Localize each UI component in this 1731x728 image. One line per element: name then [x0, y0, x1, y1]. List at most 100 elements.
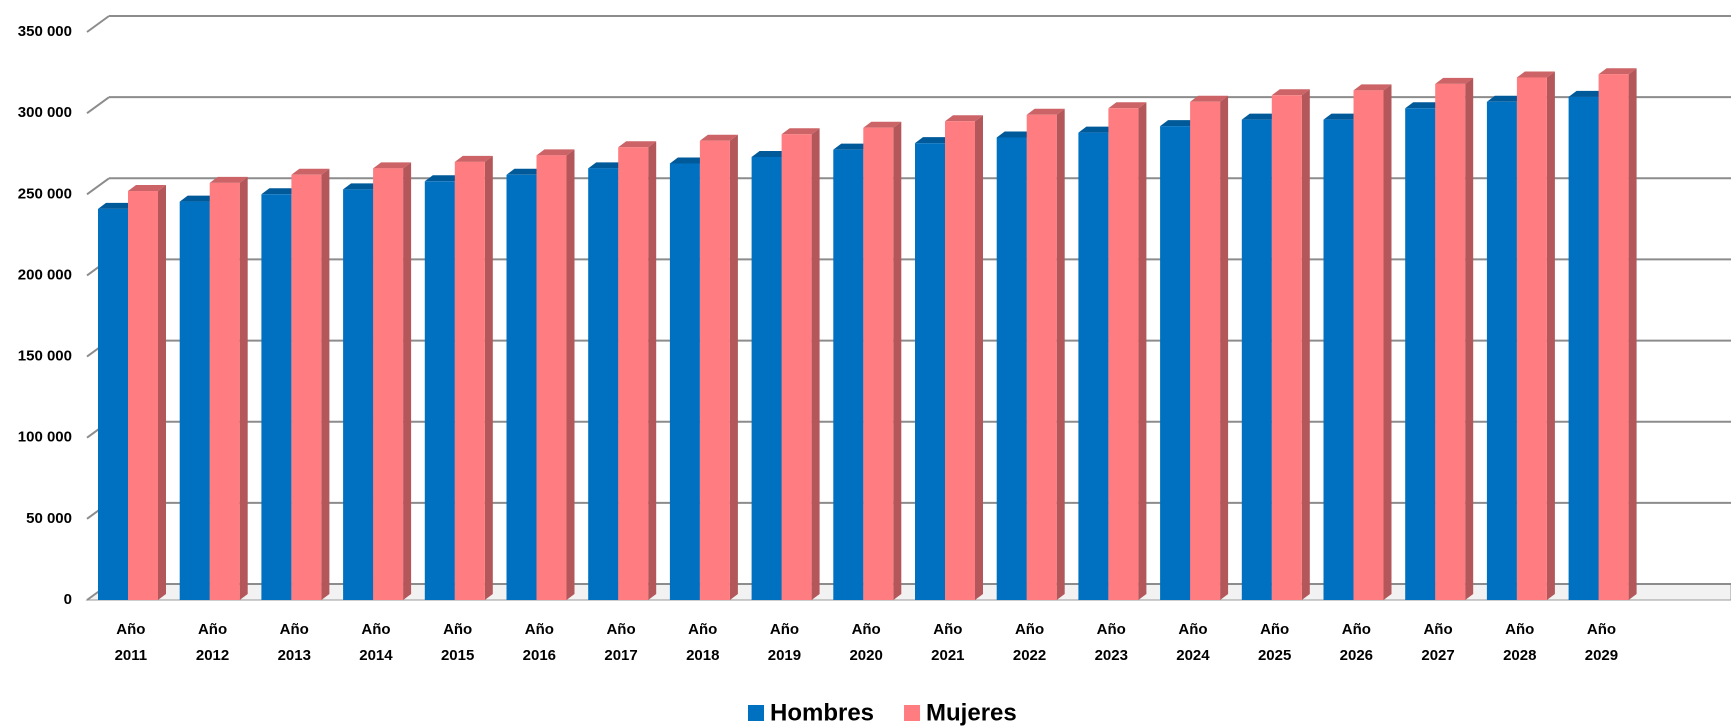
bar-top: [1486, 95, 1525, 102]
bar-top: [751, 150, 790, 157]
bar: [373, 162, 412, 600]
x-tick-label: Año 2027: [1421, 621, 1454, 664]
bar-front: [1190, 101, 1221, 600]
bar-side: [729, 134, 738, 600]
bar-front: [209, 182, 240, 600]
bar-side: [484, 155, 493, 601]
x-tick-label: Año 2020: [849, 621, 882, 664]
bar-side: [1546, 71, 1555, 600]
bar-front: [128, 191, 158, 601]
x-tick-label: Año 2015: [441, 621, 474, 664]
grid-line: [86, 15, 110, 33]
bar: [1108, 102, 1147, 600]
bar-side: [1465, 77, 1474, 601]
bar-top: [1026, 108, 1065, 115]
bar-top: [373, 162, 412, 169]
bar-top: [179, 195, 218, 202]
bar-top: [291, 168, 330, 175]
bar: [863, 121, 902, 601]
x-tick-label: Año 2029: [1585, 621, 1618, 664]
legend-label: Mujeres: [926, 699, 1017, 726]
bar-front: [915, 143, 945, 600]
y-tick-label: 200 000: [18, 266, 72, 283]
bar-front: [1323, 119, 1354, 601]
bar-front: [618, 147, 649, 601]
bar-top: [1435, 77, 1474, 84]
bar-front: [1405, 108, 1436, 600]
x-tick-label: Año 2023: [1095, 621, 1128, 664]
bar: [1271, 89, 1310, 600]
bar-top: [343, 183, 382, 190]
bar: [1353, 84, 1392, 601]
bar-side: [321, 168, 330, 600]
bar-top: [1598, 68, 1637, 75]
y-tick-label: 250 000: [18, 185, 72, 202]
bar-front: [669, 163, 700, 601]
bar-top: [1323, 113, 1362, 120]
y-tick-label: 50 000: [26, 510, 72, 527]
x-tick-label: Año 2021: [931, 621, 964, 664]
bar-top: [209, 176, 248, 183]
bar: [536, 149, 575, 600]
bar-side: [158, 185, 166, 601]
bar-top: [98, 202, 136, 209]
grid-line: [86, 177, 110, 196]
bar-front: [945, 121, 975, 600]
legend-swatch: [904, 705, 921, 721]
bar-top: [128, 185, 166, 192]
bar-top: [863, 121, 902, 128]
bar-side: [1383, 84, 1392, 601]
bar-front: [343, 189, 374, 600]
bar-top: [506, 168, 545, 175]
bar-top: [261, 188, 300, 195]
bar-top: [996, 131, 1035, 138]
bar: [1516, 71, 1555, 600]
bar-top: [1241, 113, 1280, 120]
bar-top: [1271, 89, 1310, 96]
bar: [618, 141, 657, 601]
bar-top: [1568, 90, 1607, 97]
bar-front: [1078, 132, 1109, 601]
bar: [454, 155, 493, 601]
x-tick-label: Año 2025: [1258, 621, 1291, 664]
x-tick-label: Año 2017: [604, 621, 637, 664]
bar-side: [811, 128, 820, 601]
bar-front: [1353, 90, 1384, 601]
y-tick-label: 300 000: [18, 104, 72, 121]
x-tick-label: Año 2019: [768, 621, 801, 664]
bar-side: [566, 149, 575, 600]
bar-front: [373, 168, 404, 600]
bar-front: [751, 156, 782, 600]
bar-top: [833, 143, 872, 150]
x-tick-label: Año 2026: [1340, 621, 1373, 664]
bar-top: [618, 141, 657, 148]
bar-front: [1108, 108, 1139, 600]
bar-side: [1628, 68, 1637, 601]
bar-top: [1108, 102, 1147, 109]
bar-top: [699, 134, 738, 141]
grid-line: [86, 96, 110, 114]
bar: [1026, 108, 1065, 600]
bar-top: [1160, 120, 1199, 127]
bar-top: [915, 137, 953, 144]
bar: [128, 185, 166, 601]
bar-front: [1026, 114, 1057, 600]
bar: [1190, 95, 1229, 600]
bar-front: [261, 194, 292, 601]
bar-front: [1241, 119, 1272, 601]
bar-top: [1405, 102, 1444, 109]
bar-top: [1353, 84, 1392, 91]
bar-top: [588, 162, 627, 169]
bar-top: [454, 155, 493, 162]
bar: [781, 128, 820, 601]
bar-front: [1271, 95, 1302, 600]
bar-side: [893, 121, 902, 601]
bar-top: [536, 149, 575, 156]
bar-side: [1301, 89, 1310, 600]
bar-front: [699, 140, 730, 600]
bar-top: [781, 128, 820, 135]
bar-front: [1160, 126, 1191, 600]
bar-front: [781, 134, 812, 601]
floor: [85, 583, 1731, 601]
